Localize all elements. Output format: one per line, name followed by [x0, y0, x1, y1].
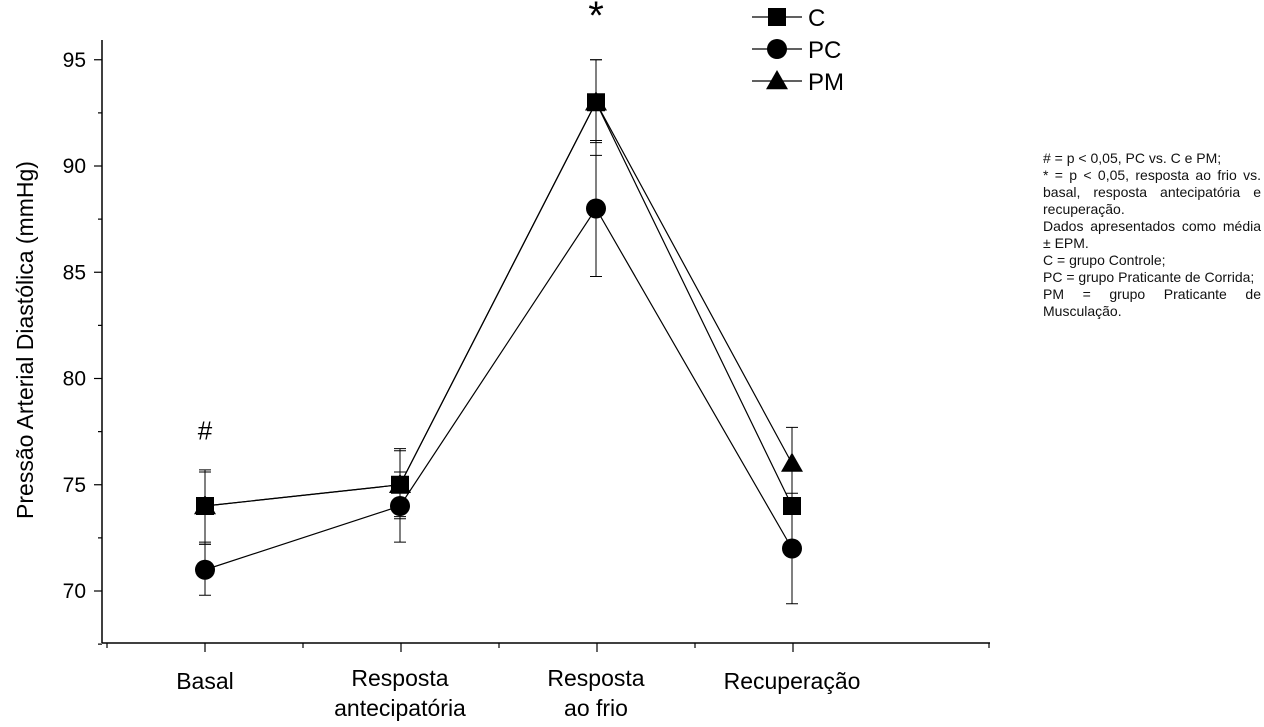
data-point: [389, 473, 411, 493]
y-axis-title: Pressão Arterial Diastólica (mmHg): [12, 161, 38, 519]
legend-item-pc: PC: [752, 37, 841, 64]
legend-label: PM: [808, 69, 844, 96]
legend-label: C: [808, 5, 825, 32]
legend-item-c: C: [752, 5, 825, 32]
y-tick-label: 70: [63, 580, 86, 603]
significance-marker: #: [198, 416, 213, 446]
data-point: [194, 495, 216, 515]
statistics-notes: # = p < 0,05, PC vs. C e PM; * = p < 0,0…: [1043, 150, 1261, 320]
x-category-label-line: antecipatória: [334, 695, 466, 721]
series-c: [196, 59, 801, 543]
data-point: [586, 198, 606, 219]
legend-marker: [768, 8, 786, 26]
series-line: [204, 100, 793, 507]
series-layer: [194, 59, 803, 605]
legend-item-pm: PM: [752, 69, 844, 96]
y-tick-label: 80: [63, 368, 86, 391]
y-tick-label: 75: [63, 474, 86, 497]
x-category-label: Resposta ao frio: [547, 665, 644, 721]
data-point: [781, 452, 803, 472]
data-point: [585, 91, 607, 111]
legend-marker: [767, 39, 787, 59]
annotations: #*: [198, 0, 604, 446]
x-category-label-line: Resposta: [547, 665, 644, 691]
note-data-format: Dados apresentados como média ± EPM.: [1043, 218, 1261, 251]
y-tick-label: 95: [63, 49, 86, 72]
legend: C PC PM: [752, 5, 844, 96]
note-group-pc: PC = grupo Praticante de Corrida;: [1043, 269, 1255, 285]
legend-label: PC: [808, 37, 841, 64]
note-group-pm: PM = grupo Praticante de Musculação.: [1043, 286, 1261, 319]
series-pc: [195, 140, 802, 605]
significance-marker: *: [588, 0, 604, 38]
x-category-label: Basal: [176, 668, 234, 694]
series-pm: [194, 59, 803, 545]
legend-marker: [766, 70, 788, 90]
y-tick-label: 85: [63, 261, 86, 284]
x-category-label-line: Recuperação: [724, 668, 861, 694]
x-category-label-line: ao frio: [564, 695, 628, 721]
x-category-label: Resposta antecipatória: [334, 665, 466, 721]
data-point: [195, 559, 215, 580]
note-hash: # = p < 0,05, PC vs. C e PM;: [1043, 150, 1222, 166]
note-group-c: C = grupo Controle;: [1043, 252, 1166, 268]
y-tick-label: 90: [63, 155, 86, 178]
x-category-label-line: Resposta: [351, 665, 448, 691]
series-line: [204, 207, 793, 571]
x-category-label-line: Basal: [176, 668, 234, 694]
series-line: [204, 100, 793, 507]
note-asterisk: * = p < 0,05, resposta ao frio vs. basal…: [1043, 167, 1261, 217]
data-point: [782, 538, 802, 559]
x-category-label: Recuperação: [724, 668, 861, 694]
